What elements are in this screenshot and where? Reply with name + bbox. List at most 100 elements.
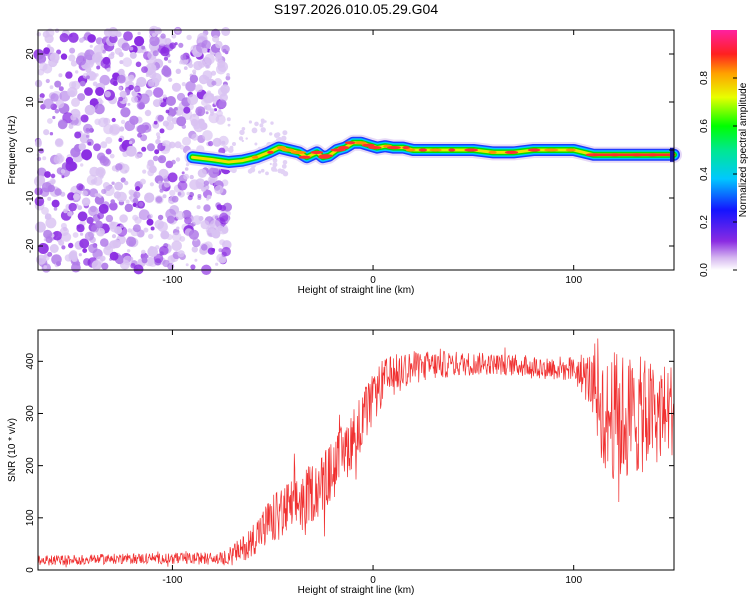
noise-blob [72,232,79,238]
noise-blob [84,231,94,241]
noise-blob [166,215,175,224]
noise-blob [203,180,210,186]
spectrogram-ylabel: Frequency (Hz) [7,116,18,185]
noise-blob [150,226,155,231]
noise-blob [94,193,99,197]
noise-blob [115,163,123,171]
noise-blob [260,127,266,133]
noise-blob [141,45,146,50]
noise-blob [110,199,115,204]
noise-blob [261,120,265,124]
noise-blob [163,181,171,188]
noise-blob [251,127,258,134]
noise-blob [86,75,90,80]
ridge-peak [488,150,497,154]
ridge-peak [386,146,401,150]
noise-blob [109,34,118,44]
noise-blob [206,197,210,201]
colorbar-tick-label: 0.0 [699,263,710,277]
signal-ridge [184,134,682,170]
noise-blob [87,71,97,81]
noise-blob [258,170,262,174]
noise-blob [219,205,227,212]
noise-blob [161,231,168,238]
noise-blob [149,182,154,187]
noise-blob [215,52,222,59]
noise-blob [162,142,167,147]
noise-blob [192,215,202,226]
noise-blob [213,108,218,112]
noise-blob [135,61,142,68]
noise-blob [109,153,115,159]
noise-blob [181,124,186,129]
noise-blob [87,141,92,146]
noise-blobs [33,25,291,275]
noise-blob [68,32,79,43]
noise-blob [148,233,154,240]
noise-blob [133,264,144,275]
ridge-peak [544,148,559,152]
noise-blob [111,181,115,185]
noise-blob [43,265,48,269]
noise-blob [191,246,198,253]
noise-blob [136,101,145,110]
noise-blob [269,162,272,166]
spectrogram-xlabel: Height of straight line (km) [298,285,415,296]
noise-blob [94,195,105,205]
noise-blob [50,93,59,102]
noise-blob [82,132,90,141]
noise-blob [202,47,208,54]
noise-blob [175,157,181,162]
noise-blob [52,115,56,120]
noise-blob [114,226,123,235]
noise-blob [166,234,173,240]
noise-blob [175,68,181,75]
noise-blob [260,168,265,173]
noise-blob [98,203,109,214]
noise-blob [168,141,176,149]
noise-blob [58,73,63,78]
noise-blob [204,53,215,65]
noise-blob [83,258,91,266]
noise-blob [34,196,45,207]
noise-blob [110,51,115,56]
y-tick-label: 10 [25,96,36,108]
noise-blob [57,119,68,130]
noise-blob [116,74,126,84]
noise-blob [226,117,231,122]
noise-blob [189,174,194,180]
noise-blob [188,229,199,240]
noise-blob [177,192,182,196]
noise-blob [162,120,169,127]
noise-blob [198,60,206,68]
snr-panel: -100 0 100 0 100 200 300 400 Height of straight… [7,329,675,596]
noise-blob [98,117,108,128]
noise-blob [71,97,80,107]
x-tick-label: 0 [370,575,376,586]
noise-blob [274,132,280,138]
noise-blob [109,123,121,135]
noise-blob [198,39,203,44]
y-tick-label: -20 [25,238,36,253]
noise-blob [145,73,150,77]
snr-ylabel: SNR (10 * v/v) [7,418,18,482]
noise-blob [226,73,230,77]
noise-blob [68,202,77,212]
snr-frame [37,329,675,571]
noise-blob [149,165,157,174]
x-tick-label: 100 [565,575,582,586]
noise-blob [139,178,146,185]
noise-blob [157,214,164,221]
noise-blob [60,222,67,229]
noise-blob [144,192,155,203]
noise-blob [134,216,142,224]
noise-blob [218,99,227,109]
noise-blob [61,245,66,250]
y-tick-label: 100 [25,509,36,526]
noise-blob [42,156,47,161]
noise-blob [212,35,220,43]
noise-blob [70,147,81,158]
noise-blob [139,153,143,157]
noise-blob [88,243,98,254]
